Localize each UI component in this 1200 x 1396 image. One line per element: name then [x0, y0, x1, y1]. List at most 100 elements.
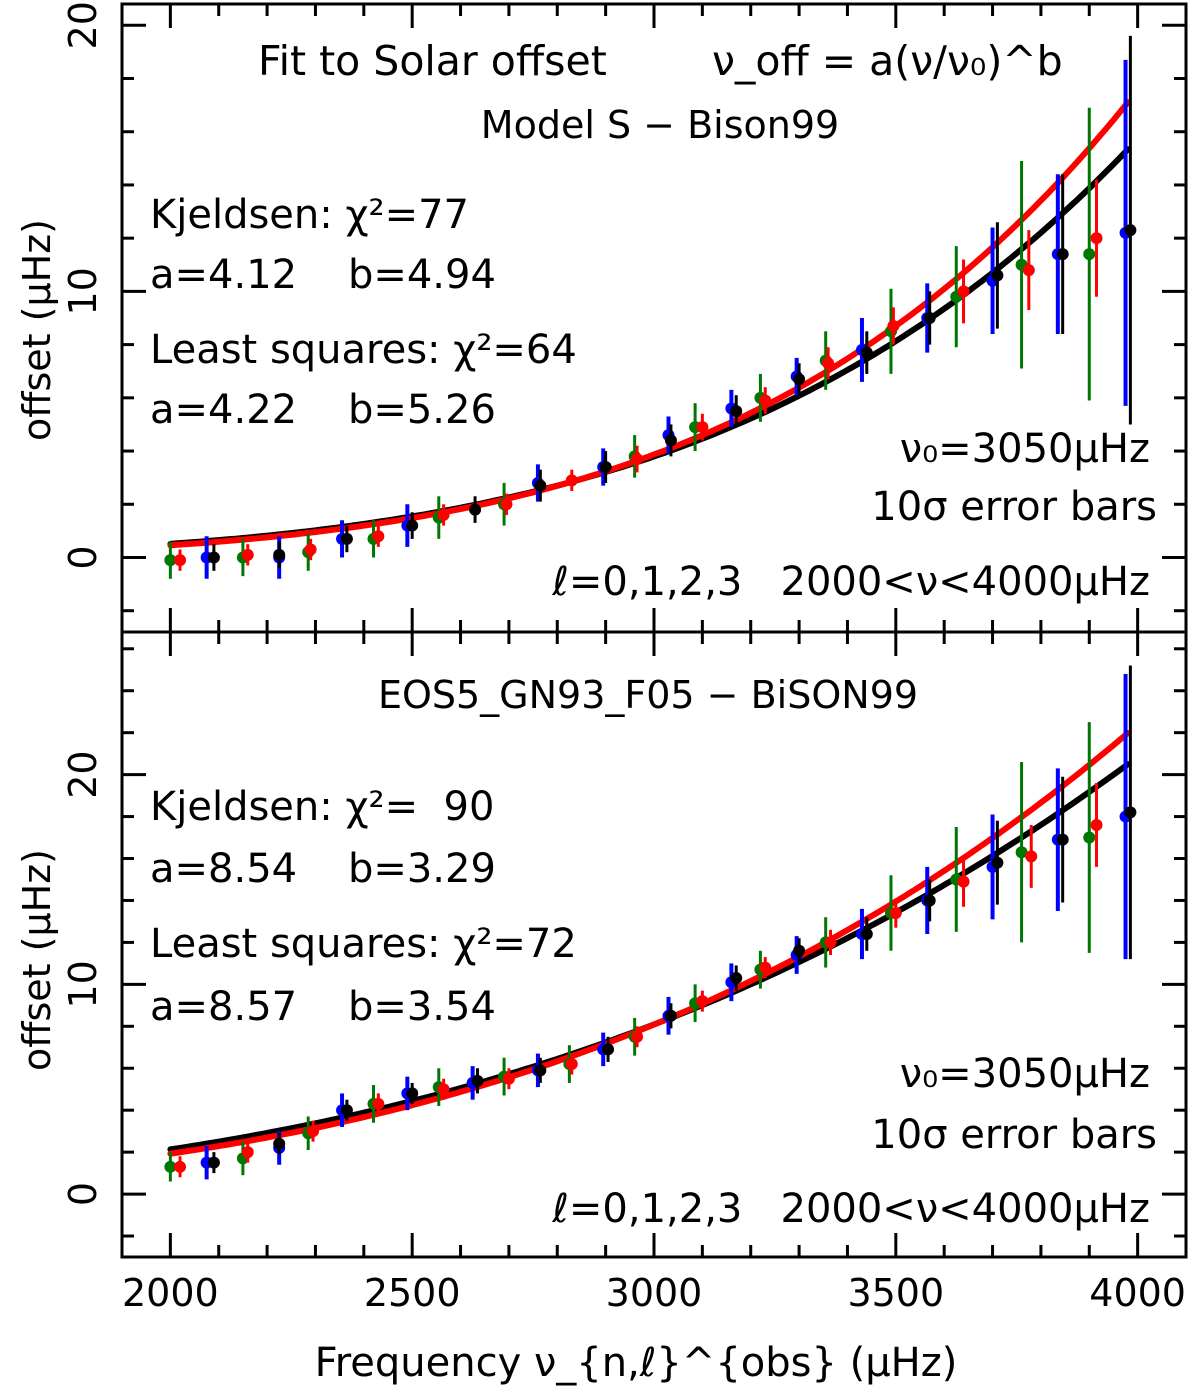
fit-curves	[167, 730, 1131, 1157]
data-point-l3	[1025, 850, 1038, 863]
data-point-l3	[372, 1097, 385, 1110]
y-tick-label: 20	[61, 1, 105, 49]
y-tick-label: 20	[61, 750, 105, 798]
data-point-l3	[502, 1072, 515, 1085]
data-point-l2	[471, 1074, 484, 1087]
data-point-l2	[793, 944, 806, 957]
lsq-params: a=8.57 b=3.54	[150, 984, 496, 1030]
data-point-l3	[889, 907, 902, 920]
data-point-l2	[534, 479, 547, 492]
lsq-params: a=4.22 b=5.26	[150, 387, 496, 433]
data-point-l2	[1056, 248, 1069, 261]
data-point-l3	[565, 474, 578, 487]
data-point-l3	[957, 285, 970, 298]
data-point-l3	[1090, 818, 1103, 831]
data-point-l3	[822, 357, 835, 370]
data-point-l0	[164, 1160, 177, 1173]
data-point-l2	[406, 1087, 419, 1100]
x-tick-label: 3000	[606, 1271, 703, 1315]
data-point-l2	[1124, 224, 1137, 237]
data-point-l2	[207, 1156, 220, 1169]
data-point-l2	[340, 532, 353, 545]
axes: 0 10 20	[61, 1, 1188, 634]
axes: 0 10 20 2000 2500 3000 3500 4000	[61, 630, 1188, 1315]
data-point-l2	[340, 1104, 353, 1117]
data-point-l3	[759, 961, 772, 974]
data-point-l3	[372, 530, 385, 543]
data-point-l2	[730, 972, 743, 985]
kjeldsen-chi2: Kjeldsen: χ²= 90	[150, 784, 494, 830]
data-point-l2	[793, 373, 806, 386]
fit-curve-least-squares	[167, 730, 1131, 1157]
data-point-l3	[696, 421, 709, 434]
kjeldsen-params: a=8.54 b=3.29	[150, 846, 496, 892]
data-point-l3	[174, 1160, 187, 1173]
data-point-l3	[174, 554, 187, 567]
data-point-l3	[241, 548, 254, 561]
range-label: ℓ=0,1,2,3 2000<ν<4000μHz	[551, 1186, 1150, 1232]
y-axis-label-top: offset (μHz)	[15, 219, 59, 441]
plot-subtitle: EOS5_GN93_F05 − BiSON99	[378, 673, 918, 717]
x-tick-label: 4000	[1089, 1271, 1186, 1315]
data-point-l0	[1015, 846, 1028, 859]
x-axis-label: Frequency ν_{n,ℓ}^{obs} (μHz)	[315, 1340, 958, 1386]
data-point-l3	[1090, 232, 1103, 245]
data-point-l2	[599, 461, 612, 474]
data-point-l2	[469, 503, 482, 516]
data-point-l2	[923, 894, 936, 907]
errorbar-label: 10σ error bars	[871, 484, 1157, 530]
data-point-l3	[759, 394, 772, 407]
lsq-chi2: Least squares: χ²=72	[150, 921, 577, 967]
plot-subtitle: Model S − Bison99	[481, 103, 839, 147]
errorbar-label: 10σ error bars	[871, 1112, 1157, 1158]
bottom-panel: 0 10 20 2000 2500 3000 3500 4000 EOS5_GN93_F05 …	[15, 630, 1188, 1315]
data-point-l2	[991, 269, 1004, 282]
data-point-l3	[500, 498, 513, 511]
data-point-l0	[1083, 831, 1096, 844]
data-point-l2	[860, 346, 873, 359]
x-tick-label: 3500	[847, 1271, 944, 1315]
data-point-l2	[1124, 806, 1137, 819]
data-point-l2	[1056, 833, 1069, 846]
data-point-l2	[664, 434, 677, 447]
data-point-l2	[991, 856, 1004, 869]
data-point-l3	[1022, 264, 1035, 277]
range-label: ℓ=0,1,2,3 2000<ν<4000μHz	[551, 559, 1150, 605]
y-tick-label: 10	[61, 267, 105, 315]
x-tick-label: 2500	[364, 1271, 461, 1315]
plot-title: Fit to Solar offset	[258, 37, 607, 85]
data-point-l2	[406, 519, 419, 532]
data-point-l3	[631, 1030, 644, 1043]
data-point-l3	[565, 1058, 578, 1071]
fit-curve-least-squares	[167, 99, 1131, 549]
data-point-l2	[730, 405, 743, 418]
data-point-l3	[437, 508, 450, 521]
kjeldsen-chi2: Kjeldsen: χ²=77	[150, 192, 469, 238]
y-tick-label: 10	[61, 960, 105, 1008]
y-axis-label-bottom: offset (μHz)	[15, 849, 59, 1071]
data-point-l0	[1083, 248, 1096, 261]
nu0-label: ν₀=3050μHz	[900, 1051, 1150, 1097]
data-point-l3	[696, 995, 709, 1008]
data-point-l2	[602, 1043, 615, 1056]
fit-curves	[167, 99, 1131, 549]
data-point-l2	[207, 551, 220, 564]
data-point-l0	[164, 554, 177, 567]
data-point-l3	[241, 1146, 254, 1159]
data-point-l3	[437, 1083, 450, 1096]
data-point-l2	[273, 548, 286, 561]
data-point-l3	[957, 875, 970, 888]
data-points	[164, 35, 1137, 579]
data-point-l2	[860, 928, 873, 941]
kjeldsen-params: a=4.12 b=4.94	[150, 252, 496, 298]
data-point-l2	[923, 312, 936, 324]
data-point-l3	[307, 1125, 320, 1138]
data-point-l2	[534, 1064, 547, 1077]
data-point-l3	[631, 453, 644, 466]
fit-formula: ν_off = a(ν/ν₀)^b	[712, 37, 1063, 85]
data-point-l3	[887, 319, 900, 332]
y-tick-label: 0	[61, 1182, 105, 1206]
data-point-l2	[273, 1137, 286, 1150]
data-point-l3	[824, 936, 837, 949]
